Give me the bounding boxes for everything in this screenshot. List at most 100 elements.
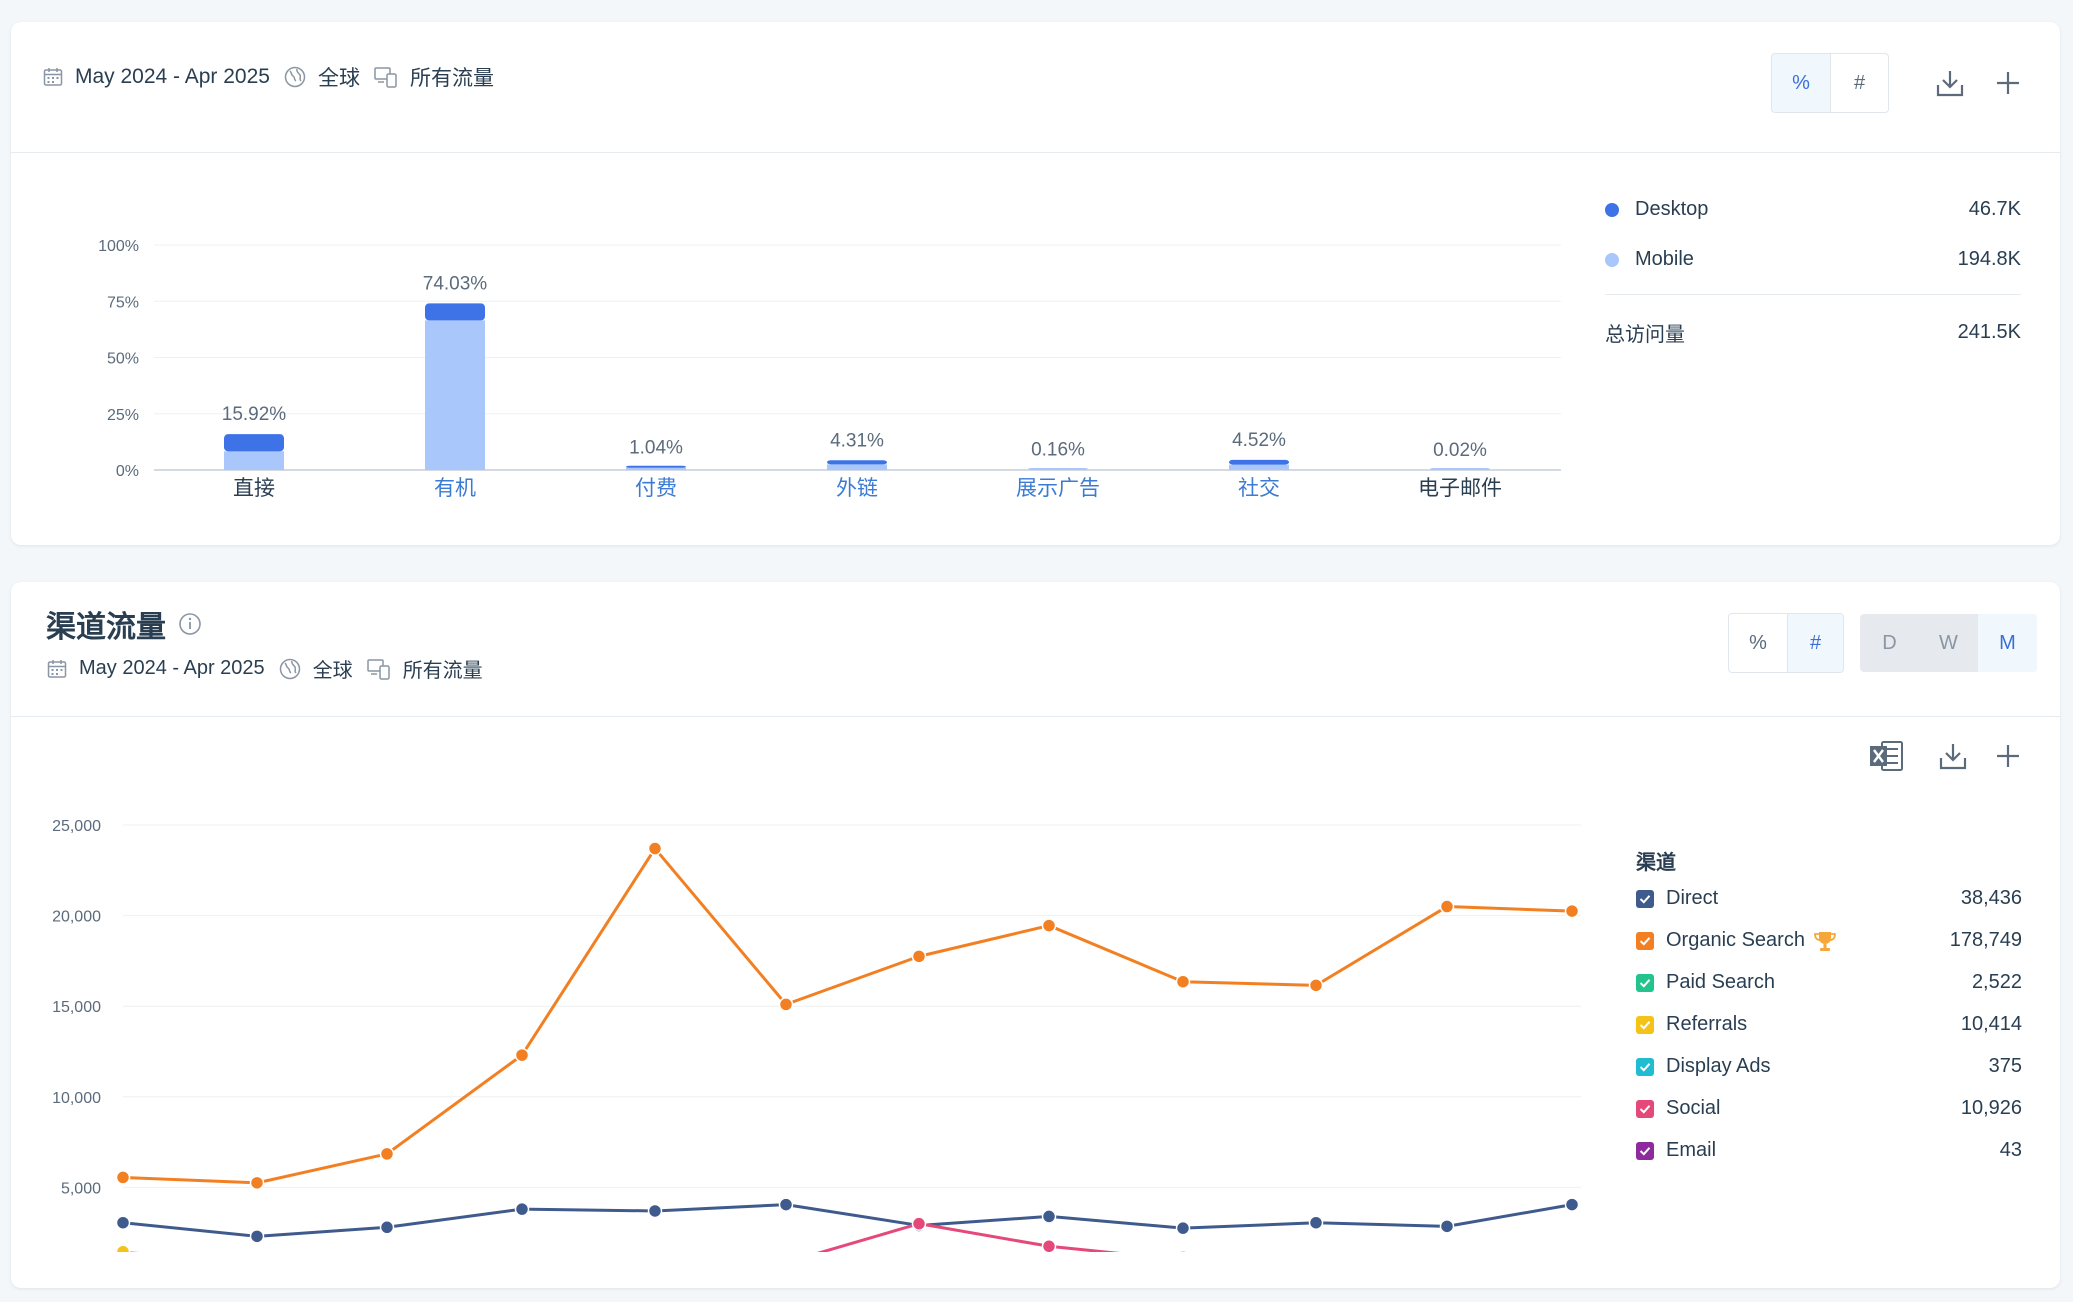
region-filter[interactable]: 全球 [312, 660, 353, 682]
devices-icon [366, 658, 391, 680]
legend-item-display-ads[interactable]: Display Ads 375 [1636, 1055, 2022, 1078]
date-range-filter[interactable]: May 2024 - Apr 2025 [79, 657, 265, 679]
channel-traffic-title: 渠道流量 [46, 611, 166, 644]
legend-item-organic-search[interactable]: Organic Search 178,749 [1636, 929, 2022, 952]
category-label[interactable]: 社交 [1238, 477, 1280, 500]
checkbox-icon[interactable] [1636, 1015, 1654, 1034]
legend-item-label: Referrals [1666, 1013, 1748, 1035]
data-point[interactable] [1564, 1197, 1580, 1212]
bar-group[interactable]: 4.31% [827, 430, 887, 470]
data-point[interactable] [1564, 903, 1580, 919]
data-point[interactable] [1175, 974, 1191, 989]
legend-item-value: 2,522 [1971, 971, 2022, 993]
bar-group[interactable]: 4.52% [1229, 430, 1289, 470]
category-label[interactable]: 外链 [836, 477, 878, 500]
traffic-by-device-card: May 2024 - Apr 2025 全球 所有流量 % # 0% 25% 50%… [11, 22, 2060, 545]
checkbox-icon[interactable] [1636, 1099, 1654, 1118]
y-tick-label: 20,000 [52, 909, 101, 926]
bar-segment-mobile [1028, 468, 1088, 470]
data-point[interactable] [647, 841, 663, 856]
data-point[interactable] [1041, 918, 1057, 933]
percent-toggle[interactable]: % [1749, 631, 1767, 654]
bar-group[interactable]: 15.92% [222, 404, 287, 470]
legend-total: 总访问量 241.5K [1605, 318, 2021, 347]
filter-bar-2: May 2024 - Apr 2025 全球 所有流量 [47, 654, 497, 683]
data-point[interactable] [1177, 1249, 1190, 1252]
data-point[interactable] [379, 1146, 395, 1162]
series-organic-search [115, 841, 1580, 1191]
y-tick-label: 25% [107, 407, 139, 424]
data-point[interactable] [778, 1197, 794, 1212]
data-point[interactable] [647, 1203, 663, 1219]
series-line [122, 1203, 1573, 1238]
category-label: 电子邮件 [1418, 477, 1502, 500]
checkbox-icon[interactable] [1636, 889, 1654, 908]
data-point[interactable] [1041, 1239, 1057, 1252]
data-point[interactable] [1041, 1209, 1057, 1224]
data-point[interactable] [778, 997, 794, 1012]
add-icon[interactable] [1987, 62, 2029, 104]
category-label[interactable]: 展示广告 [1016, 477, 1100, 500]
legend-desktop[interactable]: Desktop 46.7K [1605, 198, 2021, 221]
legend-item-email[interactable]: Email 43 [1636, 1139, 2022, 1162]
bar-group[interactable]: 0.16% [1028, 440, 1088, 470]
data-point[interactable] [249, 1175, 265, 1191]
bar-group[interactable]: 1.04% [626, 438, 686, 470]
number-toggle[interactable]: # [1787, 614, 1843, 672]
legend-item-label: Social [1666, 1097, 1721, 1119]
data-point[interactable] [1175, 1220, 1191, 1236]
checkbox-icon[interactable] [1636, 1057, 1654, 1076]
series-social [816, 1216, 1121, 1252]
calendar-icon [47, 659, 67, 679]
data-point[interactable] [911, 949, 927, 964]
bar-group[interactable]: 74.03% [423, 273, 488, 470]
number-toggle[interactable]: # [1830, 54, 1888, 112]
bar-total-label: 15.92% [222, 404, 287, 425]
legend-mobile[interactable]: Mobile 194.8K [1605, 248, 2021, 271]
checkbox-icon[interactable] [1636, 931, 1654, 950]
legend-item-direct[interactable]: Direct 38,436 [1636, 887, 2022, 910]
bar-group[interactable]: 0.02% [1430, 440, 1490, 470]
add-icon[interactable] [1986, 734, 2030, 778]
data-point[interactable] [911, 1216, 927, 1231]
checkbox-icon[interactable] [1636, 973, 1654, 992]
data-point[interactable] [1308, 978, 1324, 993]
download-icon[interactable] [1929, 62, 1971, 104]
granularity-day[interactable]: D [1882, 631, 1897, 654]
data-point[interactable] [514, 1201, 530, 1217]
legend-item-social[interactable]: Social 10,926 [1636, 1097, 2022, 1120]
y-tick-label: 100% [98, 238, 139, 255]
region-filter[interactable]: 全球 [317, 67, 360, 90]
data-point[interactable] [1439, 899, 1455, 914]
granularity-month[interactable]: M [1978, 614, 2037, 672]
data-point[interactable] [1439, 1219, 1455, 1234]
checkbox-icon[interactable] [1636, 1141, 1654, 1160]
value-mode-toggle: % # [1771, 53, 1889, 113]
category-label[interactable]: 有机 [434, 477, 476, 500]
excel-icon[interactable] [1864, 734, 1908, 778]
legend-item-referrals[interactable]: Referrals 10,414 [1636, 1013, 2022, 1036]
download-icon[interactable] [1931, 734, 1975, 778]
legend-total-label: 总访问量 [1605, 324, 1685, 346]
granularity-toggle: D W M [1860, 614, 2037, 672]
bar-total-label: 74.03% [423, 273, 488, 294]
category-label[interactable]: 付费 [635, 477, 677, 500]
channel-traffic-card: 渠道流量 May 2024 - Apr 2025 全球 所有流量 % # D W… [11, 582, 2060, 1288]
data-point[interactable] [379, 1220, 395, 1235]
traffic-type-filter[interactable]: 所有流量 [409, 67, 494, 90]
info-icon[interactable] [178, 612, 202, 636]
data-point[interactable] [1308, 1215, 1324, 1230]
data-point[interactable] [514, 1047, 530, 1063]
traffic-type-filter[interactable]: 所有流量 [402, 660, 483, 682]
data-point[interactable] [115, 1170, 131, 1185]
legend-item-paid-search[interactable]: Paid Search 2,522 [1636, 971, 2022, 994]
date-range-filter[interactable]: May 2024 - Apr 2025 [75, 65, 270, 88]
granularity-week[interactable]: W [1939, 631, 1958, 654]
devices-icon [374, 66, 398, 88]
channel-legend-title: 渠道 [1636, 852, 1676, 874]
data-point[interactable] [115, 1215, 131, 1230]
data-point[interactable] [249, 1229, 265, 1244]
data-point[interactable] [115, 1244, 131, 1252]
y-tick-label: 50% [107, 351, 139, 368]
percent-toggle[interactable]: % [1772, 54, 1830, 112]
